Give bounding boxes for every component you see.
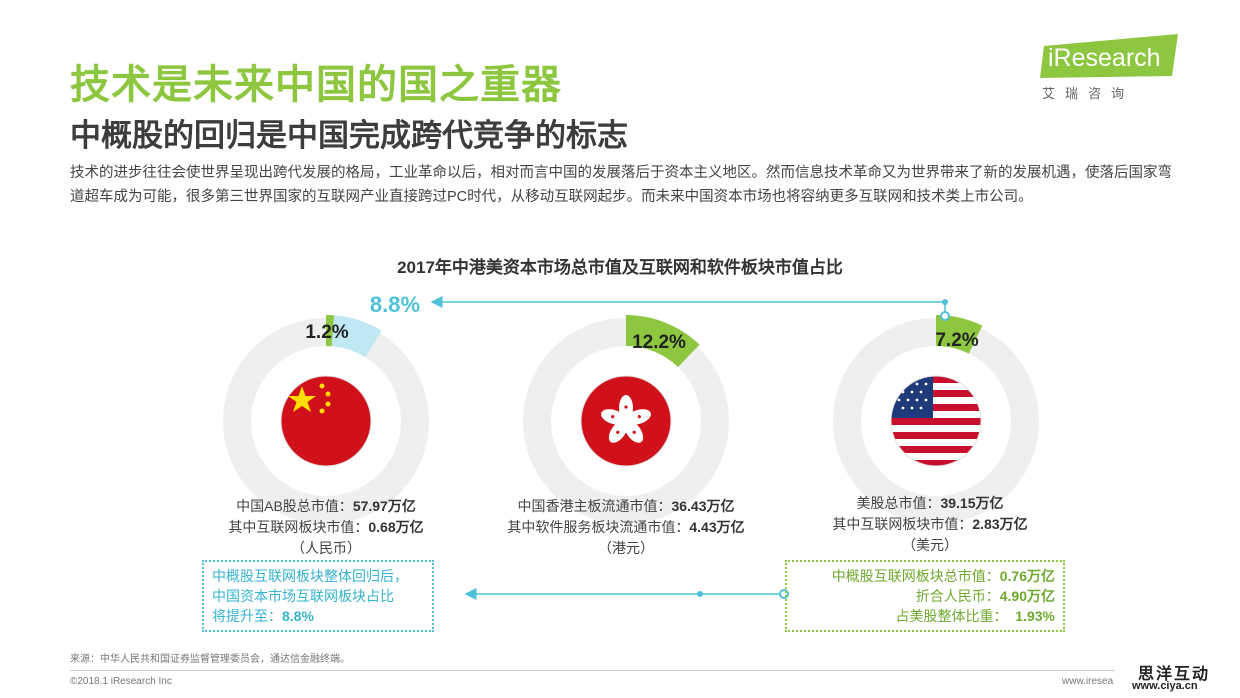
callout-line: 中概股互联网板块整体回归后， bbox=[212, 568, 408, 584]
stat-row: 中国香港主板流通市值：36.43万亿 bbox=[517, 498, 735, 514]
callout-line: 中国资本市场互联网板块占比 bbox=[212, 588, 394, 604]
stats-hongkong: 中国香港主板流通市值：36.43万亿 其中软件服务板块流通市值：4.43万亿 （… bbox=[426, 496, 826, 559]
label-china-share: 1.2% bbox=[305, 322, 348, 343]
page-subtitle: 中概股的回归是中国完成跨代竞争的标志 bbox=[70, 118, 628, 153]
arc-china-share bbox=[326, 315, 334, 347]
arc-hongkong-share bbox=[626, 315, 700, 367]
donut-china bbox=[223, 315, 429, 524]
stat-unit: （美元） bbox=[902, 537, 958, 553]
iresearch-logo-mark: iResearch bbox=[1040, 34, 1178, 78]
callout-right: 中概股互联网板块总市值：0.76万亿 折合人民币：4.90万亿 占美股整体比重：… bbox=[785, 560, 1065, 632]
donut-hongkong bbox=[523, 315, 729, 524]
copyright: ©2018.1 iResearch Inc bbox=[70, 676, 172, 687]
logo-brand-text: iResearch bbox=[1048, 44, 1161, 72]
stat-unit: （人民币） bbox=[291, 540, 361, 556]
stat-row: 其中互联网板块市值：2.83万亿 bbox=[832, 516, 1028, 532]
donut-us bbox=[833, 315, 1039, 524]
connector-top bbox=[430, 296, 950, 321]
watermark-url: www.ciya.cn bbox=[1132, 680, 1198, 692]
logo-subtitle: 艾瑞咨询 bbox=[1042, 86, 1135, 101]
label-us-share: 7.2% bbox=[935, 330, 978, 351]
stats-china: 中国AB股总市值：57.97万亿 其中互联网板块市值：0.68万亿 （人民币） bbox=[176, 496, 476, 559]
callout-left: 中概股互联网板块整体回归后， 中国资本市场互联网板块占比 将提升至：8.8% bbox=[202, 560, 434, 632]
iresearch-logo: iResearch 艾瑞咨询 bbox=[1040, 32, 1190, 102]
arc-china-projected bbox=[326, 315, 382, 358]
stat-row: 中国AB股总市值：57.97万亿 bbox=[236, 498, 416, 514]
stat-unit: （港元） bbox=[598, 540, 654, 556]
callout-row: 折合人民币：4.90万亿 bbox=[915, 588, 1055, 604]
stat-row: 其中软件服务板块流通市值：4.43万亿 bbox=[507, 519, 745, 535]
intro-paragraph: 技术的进步往往会使世界呈现出跨代发展的格局，工业革命以后，相对而言中国的发展落后… bbox=[70, 165, 1172, 205]
label-china-projected: 8.8% bbox=[370, 292, 420, 317]
china-flag-icon bbox=[281, 376, 371, 466]
connector-bottom bbox=[464, 588, 789, 600]
source-note: 来源：中华人民共和国证券监督管理委员会，通达信金融终端。 bbox=[70, 654, 350, 665]
footer-site: www.iresea bbox=[1062, 676, 1114, 687]
callout-row: 中概股互联网板块总市值：0.76万亿 bbox=[831, 568, 1055, 584]
footer-divider bbox=[70, 670, 1115, 671]
chart-title: 2017年中港美资本市场总市值及互联网和软件板块市值占比 bbox=[397, 258, 843, 277]
stats-us: 美股总市值：39.15万亿 其中互联网板块市值：2.83万亿 （美元） bbox=[750, 493, 1110, 556]
callout-line: 将提升至：8.8% bbox=[212, 608, 314, 624]
stat-row: 其中互联网板块市值：0.68万亿 bbox=[228, 519, 424, 535]
callout-row: 占美股整体比重： 1.93% bbox=[895, 608, 1055, 624]
page-title: 技术是未来中国的国之重器 bbox=[70, 63, 562, 107]
label-hongkong-share: 12.2% bbox=[632, 332, 686, 353]
stat-row: 美股总市值：39.15万亿 bbox=[856, 495, 1004, 511]
watermark-title: 思洋互动 bbox=[1138, 666, 1211, 683]
arc-us-share bbox=[936, 315, 983, 354]
hongkong-flag-icon bbox=[581, 376, 671, 466]
